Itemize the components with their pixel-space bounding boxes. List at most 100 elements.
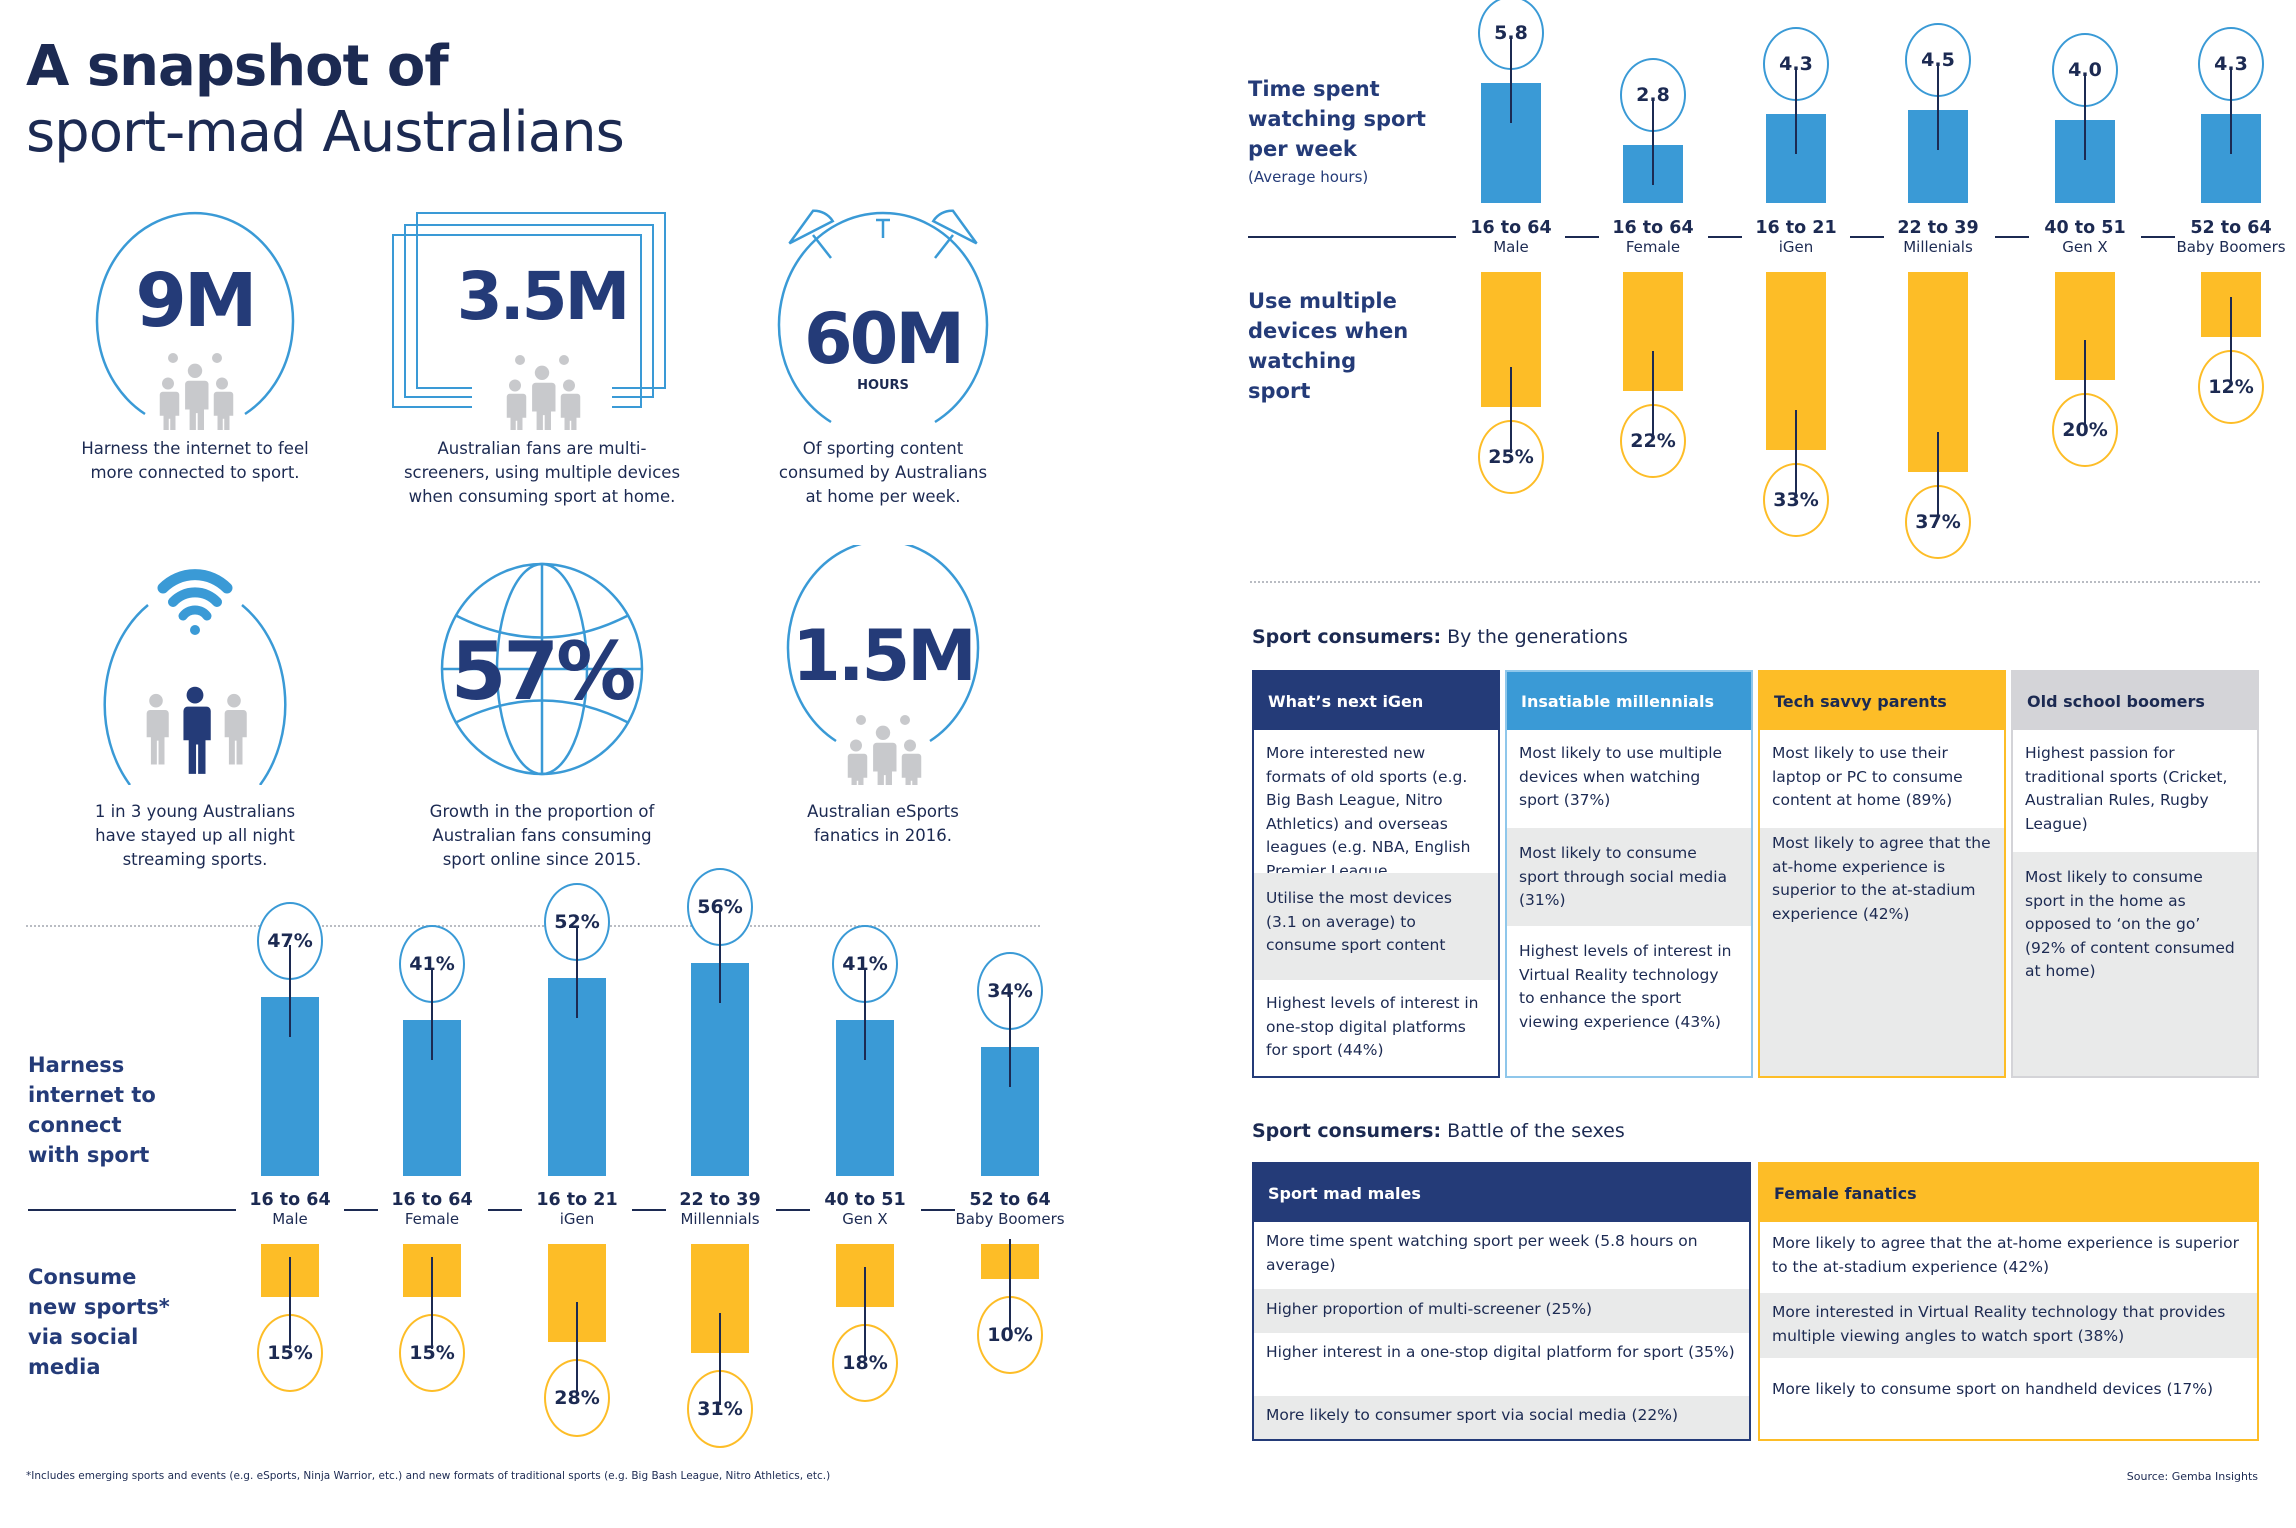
value-bubble: 4.3 — [1763, 26, 1829, 101]
connector-line — [1009, 994, 1011, 1087]
category-name: iGen — [559, 1210, 595, 1228]
category-label: 40 to 51 Gen X — [790, 1190, 940, 1229]
connector-line — [864, 1267, 866, 1359]
axis-line — [344, 1209, 378, 1211]
connector-line — [1652, 99, 1654, 186]
connector-line — [2084, 74, 2086, 161]
category-name: Gen X — [842, 1210, 888, 1228]
value-bubble: 12% — [2198, 349, 2264, 424]
series-label-down: Consume new sports* via social media — [28, 1265, 170, 1379]
axis-line — [487, 1209, 522, 1211]
category-range: 52 to 64 — [2190, 218, 2272, 238]
card-row: Most likely to use multiple devices when… — [1519, 744, 1723, 809]
connector-line — [1009, 1239, 1011, 1331]
stat-value: 60M — [803, 298, 965, 380]
category-name: Male — [1493, 238, 1529, 256]
connector-line — [2084, 340, 2086, 426]
section-divider — [1250, 581, 2260, 583]
card-row: Most likely to agree that the at-home ex… — [1760, 828, 2004, 1076]
source-credit: Source: Gemba Insights — [2126, 1470, 2258, 1483]
value-bubble: 41% — [399, 925, 465, 1004]
card-row: Highest levels of interest in Virtual Re… — [1519, 942, 1732, 1031]
card-males: Sport mad males More time spent watching… — [1252, 1162, 1751, 1441]
connector-line — [1937, 63, 1939, 150]
category-range: 40 to 51 — [824, 1190, 906, 1210]
category-label: 52 to 64 Baby Boomers — [2156, 218, 2296, 257]
axis-line — [631, 1209, 666, 1211]
connector-line — [431, 1256, 433, 1349]
axis-line — [1994, 236, 2029, 238]
category-range: 16 to 21 — [536, 1190, 618, 1210]
card-row: Most likely to consume sport through soc… — [1507, 828, 1751, 926]
card-millennials: Insatiable millennials Most likely to us… — [1505, 670, 1753, 1078]
category-range: 52 to 64 — [969, 1190, 1051, 1210]
axis-line — [28, 1209, 236, 1211]
connector-line — [1510, 36, 1512, 123]
generations-heading: Sport consumers: By the generations — [1252, 626, 1628, 648]
page-title-line-2: sport-mad Australians — [26, 100, 625, 165]
card-boomers: Old school boomers Highest passion for t… — [2011, 670, 2259, 1078]
stat-57-percent: 57% Growth in the proportion of Australi… — [372, 545, 712, 885]
stat-3-5m: 3.5M Australian fans are multi- screener… — [372, 200, 712, 520]
wifi-icon — [157, 569, 233, 621]
category-name: Male — [272, 1210, 308, 1228]
connector-line — [576, 1302, 578, 1394]
card-title: Old school boomers — [2013, 672, 2257, 730]
series-sublabel: (Average hours) — [1248, 168, 1369, 186]
card-row: More likely to consumer sport via social… — [1254, 1395, 1749, 1439]
value-bubble: 37% — [1905, 484, 1971, 559]
category-range: 16 to 64 — [391, 1190, 473, 1210]
card-title: Insatiable millennials — [1507, 672, 1751, 730]
connector-line — [2230, 67, 2232, 154]
card-row: More time spent watching sport per week … — [1266, 1232, 1698, 1274]
card-title: Female fanatics — [1760, 1164, 2257, 1222]
connector-line — [431, 968, 433, 1061]
card-row: Higher proportion of multi-screener (25%… — [1254, 1289, 1749, 1333]
stat-caption: Of sporting content consumed by Australi… — [778, 439, 988, 506]
card-row: Utilise the most devices (3.1 on average… — [1254, 873, 1498, 980]
stat-value: 3.5M — [456, 258, 631, 335]
axis-line — [1707, 236, 1742, 238]
category-name: Female — [1625, 238, 1681, 256]
stat-caption: Australian fans are multi- screeners, us… — [403, 439, 681, 506]
stat-caption: 1 in 3 young Australians have stayed up … — [94, 802, 296, 869]
category-label: 16 to 21 iGen — [502, 1190, 652, 1229]
category-label: 16 to 64 Male — [215, 1190, 365, 1229]
connector-line — [289, 1256, 291, 1349]
category-name: Millennials — [680, 1210, 760, 1228]
stat-young-australians: 1 in 3 young Australians have stayed up … — [25, 545, 365, 885]
stat-9m: 9M Harness the internet to feel more con… — [25, 200, 365, 520]
wifi-person-icon — [103, 569, 287, 785]
card-title: Sport mad males — [1254, 1164, 1749, 1222]
value-bubble: 34% — [977, 951, 1043, 1030]
category-name: Baby Boomers — [955, 1210, 1065, 1228]
connector-line — [289, 945, 291, 1038]
category-label: 22 to 39 Millennials — [645, 1190, 795, 1229]
stat-value: 1.5M — [792, 615, 977, 697]
stacked-screens-icon — [392, 212, 666, 430]
axis-line — [775, 1209, 810, 1211]
axis-line — [1565, 236, 1599, 238]
category-label: 40 to 51 Gen X — [2010, 218, 2160, 257]
sexes-heading: Sport consumers: Battle of the sexes — [1252, 1120, 1625, 1142]
category-name: Baby Boomers — [2176, 238, 2286, 256]
series-label-down: Use multiple devices when watching sport — [1248, 289, 1409, 403]
axis-line — [1248, 236, 1456, 238]
stat-60m: 60M HOURS Of sporting content consumed b… — [713, 200, 1053, 520]
card-title: What’s next iGen — [1254, 672, 1498, 730]
category-range: 16 to 64 — [1612, 218, 1694, 238]
stat-value: 9M — [135, 258, 257, 344]
category-range: 16 to 64 — [249, 1190, 331, 1210]
category-label: 52 to 64 Baby Boomers — [935, 1190, 1085, 1229]
connector-line — [1937, 431, 1939, 518]
series-label-up: Time spent watching sport per week — [1248, 77, 1426, 161]
stat-caption: Growth in the proportion of Australian f… — [429, 802, 655, 869]
card-row: More likely to consume sport on handheld… — [1772, 1380, 2213, 1398]
section-divider — [26, 925, 1040, 927]
connector-line — [1652, 350, 1654, 437]
card-row: More likely to agree that the at-home ex… — [1772, 1234, 2239, 1276]
stat-value: 57% — [450, 625, 636, 718]
category-label: 16 to 64 Female — [357, 1190, 507, 1229]
alarm-clock-icon — [777, 209, 989, 424]
footnote: *Includes emerging sports and events (e.… — [26, 1470, 831, 1482]
